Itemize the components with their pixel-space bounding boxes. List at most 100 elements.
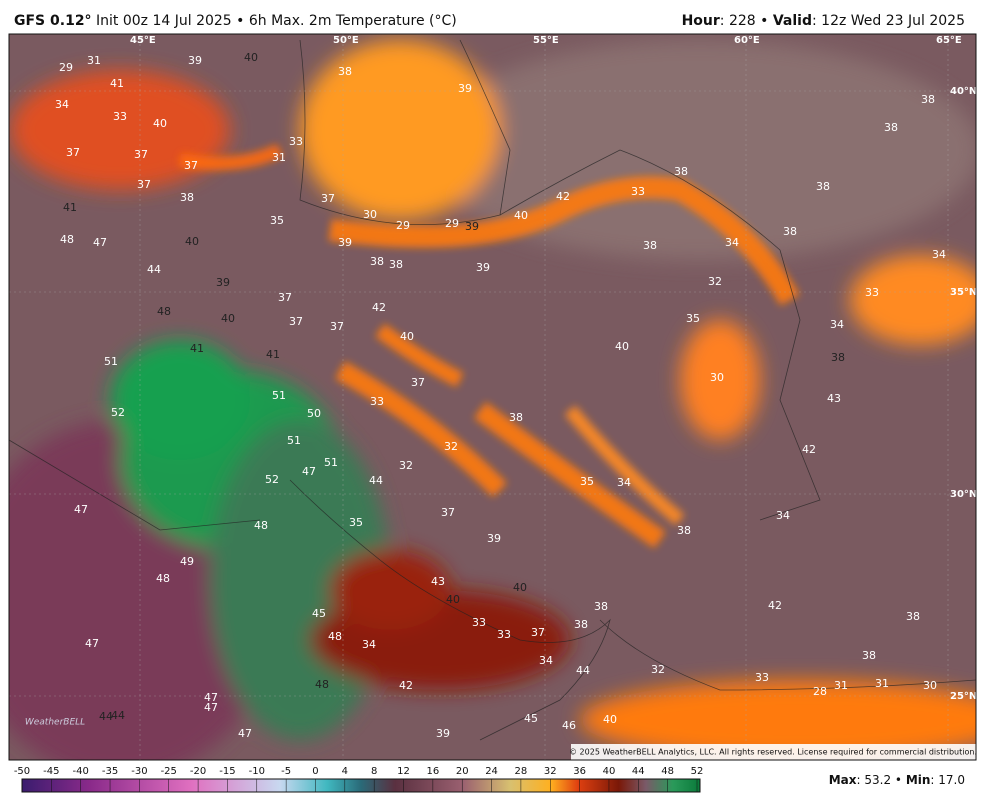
temperature-label: 34 [55,98,69,111]
temperature-label: 38 [180,191,194,204]
coord-label: 50°E [333,35,359,46]
temperature-label: 30 [363,208,377,221]
temperature-label: 43 [827,392,841,405]
valid-label: Valid [773,13,812,29]
temperature-label: 29 [59,61,73,74]
temperature-label: 51 [324,456,338,469]
temperature-label: 38 [677,524,691,537]
coordinate-labels: 45°E 50°E 55°E 60°E 65°E 40°N 35°N 30°N 25°N [130,35,977,702]
temperature-label: 35 [686,312,700,325]
colorbar-tick-label: 52 [691,766,704,777]
temperature-label: 44 [99,710,113,723]
temperature-label: 37 [137,178,151,191]
temperature-label: 32 [444,440,458,453]
temperature-label: 39 [465,220,479,233]
temperature-label: 42 [556,190,570,203]
temperature-label: 34 [362,638,376,651]
temperature-label: 29 [445,217,459,230]
temperature-label: 31 [272,151,286,164]
min-label: Min [906,773,931,787]
temperature-label: 31 [87,54,101,67]
colorbar-tick-label: 0 [312,766,318,777]
temperature-label: 45 [312,607,326,620]
temperature-label: 39 [487,532,501,545]
temperature-label: 40 [446,593,460,606]
colorbar-tick-label: -50 [14,766,30,777]
temperature-label: 33 [472,616,486,629]
temperature-label: 47 [204,701,218,714]
temperature-label: 37 [531,626,545,639]
temperature-label: 40 [400,330,414,343]
temperature-label: 38 [921,93,935,106]
logo: WeatherBELL [25,718,85,728]
colorbar-tick-label: -20 [190,766,206,777]
hour: 228 [729,13,756,29]
temperature-label: 38 [674,165,688,178]
colorbar-tick-label: -40 [73,766,89,777]
temperature-label: 47 [85,637,99,650]
temperature-label: 40 [153,117,167,130]
map-frame [8,33,977,761]
temperature-label: 45 [524,712,538,725]
temperature-label: 42 [768,599,782,612]
temperature-label: 44 [576,664,590,677]
temperature-label: 39 [458,82,472,95]
temperature-label: 40 [513,581,527,594]
temperature-label: 41 [190,342,204,355]
temperature-label: 52 [265,473,279,486]
temperature-label: 35 [349,516,363,529]
colorbar-tick-label: 28 [515,766,528,777]
temperature-label: 37 [278,291,292,304]
colorbar-tick-label: 40 [603,766,616,777]
temperature-label: 44 [369,474,383,487]
temperature-label: 48 [254,519,268,532]
temperature-label: 32 [708,275,722,288]
temperature-label: 38 [389,258,403,271]
temperature-label: 39 [436,727,450,740]
temperature-label: 38 [816,180,830,193]
temperature-label: 48 [60,233,74,246]
temperature-label: 51 [272,389,286,402]
colorbar [21,778,701,793]
colorbar-tick-label: 36 [573,766,586,777]
temperature-label: 32 [399,459,413,472]
temperature-label: 40 [244,51,258,64]
temperature-label: 48 [157,305,171,318]
coord-label: 40°N [950,86,977,97]
temperature-label: 38 [338,65,352,78]
temperature-label: 37 [411,376,425,389]
temperature-label: 48 [328,630,342,643]
temperature-label: 38 [370,255,384,268]
model: GFS 0.12° [14,13,92,29]
colorbar-tick-label: 16 [427,766,440,777]
temperature-label: 33 [370,395,384,408]
temperature-label: 47 [302,465,316,478]
max-label: Max [829,773,857,787]
footer-minmax: Max: 53.2 • Min: 17.0 [829,773,965,787]
coord-label: 30°N [950,489,977,500]
temperature-label: 47 [204,691,218,704]
temperature-label: 34 [725,236,739,249]
run: Init 00z 14 Jul 2025 • 6h Max. 2m Temper… [96,13,457,29]
max: 53.2 [864,773,891,787]
temperature-label: 37 [321,192,335,205]
colorbar-tick-label: -10 [249,766,265,777]
temperature-label: 34 [539,654,553,667]
temperature-label: 33 [631,185,645,198]
temperature-label: 40 [221,312,235,325]
min: 17.0 [938,773,965,787]
temperature-label: 42 [399,679,413,692]
temperature-label: 38 [831,351,845,364]
temperature-label: 32 [651,663,665,676]
colorbar-tick-label: -25 [161,766,177,777]
temperature-label: 31 [875,677,889,690]
temperature-label: 41 [63,201,77,214]
hour-label: Hour [682,13,720,29]
temperature-labels: 29 31 39 40 38 39 34 33 40 41 37 37 37 31 33 37 38 41 37 30… [55,51,946,740]
colorbar-tick-label: -15 [219,766,235,777]
colorbar-tick-label: -30 [131,766,147,777]
copyright: © 2025 WeatherBELL Analytics, LLC. All r… [569,748,977,757]
temperature-label: 48 [156,572,170,585]
temperature-label: 38 [906,610,920,623]
temperature-label: 30 [710,371,724,384]
